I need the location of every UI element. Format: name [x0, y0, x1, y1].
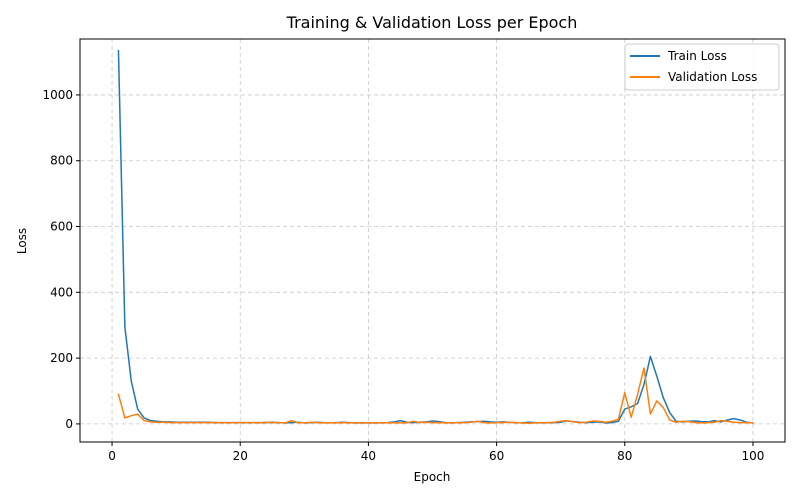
x-tick-label: 100: [742, 449, 765, 463]
y-axis-label: Loss: [15, 228, 29, 254]
y-tick-label: 1000: [42, 88, 73, 102]
series-layer: [117, 49, 754, 424]
y-tick-label: 0: [65, 417, 73, 431]
x-axis-ticks: 0 20 40 60 80 100: [108, 442, 764, 463]
x-tick-label: 0: [108, 449, 116, 463]
x-tick-label: 60: [489, 449, 504, 463]
validation-loss-line: [117, 367, 754, 424]
plot-frame: [79, 38, 786, 443]
x-axis-label: Epoch: [414, 470, 451, 484]
y-tick-label: 200: [50, 351, 73, 365]
x-tick-label: 40: [361, 449, 376, 463]
legend-box: [624, 43, 780, 91]
y-tick-label: 800: [50, 154, 73, 168]
legend-label-train: Train Loss: [667, 49, 727, 63]
x-tick-label: 20: [233, 449, 248, 463]
y-tick-label: 600: [50, 220, 73, 234]
x-tick-label: 80: [617, 449, 632, 463]
grid: [80, 39, 785, 442]
legend: Train Loss Validation Loss: [624, 43, 780, 91]
y-axis-ticks: 0 200 400 600 800 1000: [42, 88, 80, 431]
y-tick-label: 400: [50, 285, 73, 299]
legend-label-validation: Validation Loss: [668, 70, 757, 84]
chart-title: Training & Validation Loss per Epoch: [286, 13, 578, 32]
